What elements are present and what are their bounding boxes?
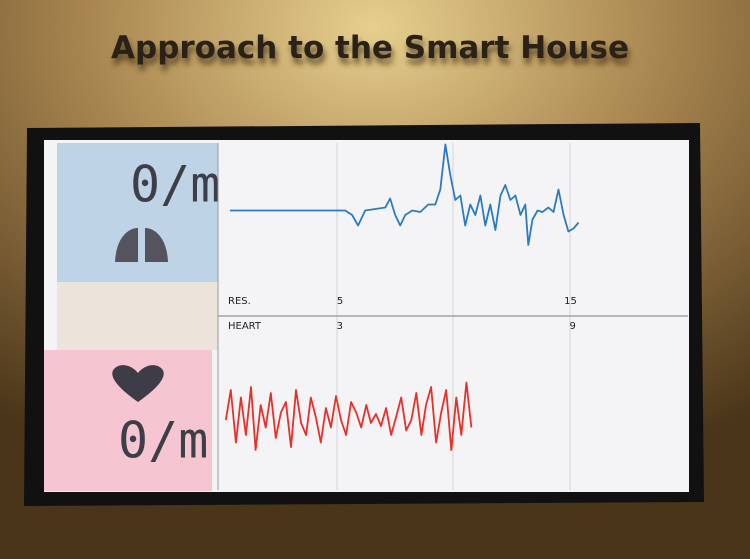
lungs-icon bbox=[115, 228, 168, 262]
x-tick-label: 3 bbox=[337, 321, 343, 332]
chart-label: HEART bbox=[228, 321, 262, 332]
respiration-rate: 0/m bbox=[130, 156, 220, 214]
chart-label: RES. bbox=[228, 296, 251, 307]
heart-rate: 0/m bbox=[118, 412, 208, 470]
trace bbox=[224, 381, 473, 451]
trace bbox=[230, 143, 580, 246]
sign-title: Approach to the Smart House bbox=[111, 30, 629, 66]
heart-icon bbox=[112, 365, 164, 402]
x-tick-label: 15 bbox=[564, 296, 577, 307]
x-tick-label: 5 bbox=[337, 296, 343, 307]
spacer-panel bbox=[57, 282, 218, 350]
x-tick-label: 9 bbox=[570, 321, 576, 332]
